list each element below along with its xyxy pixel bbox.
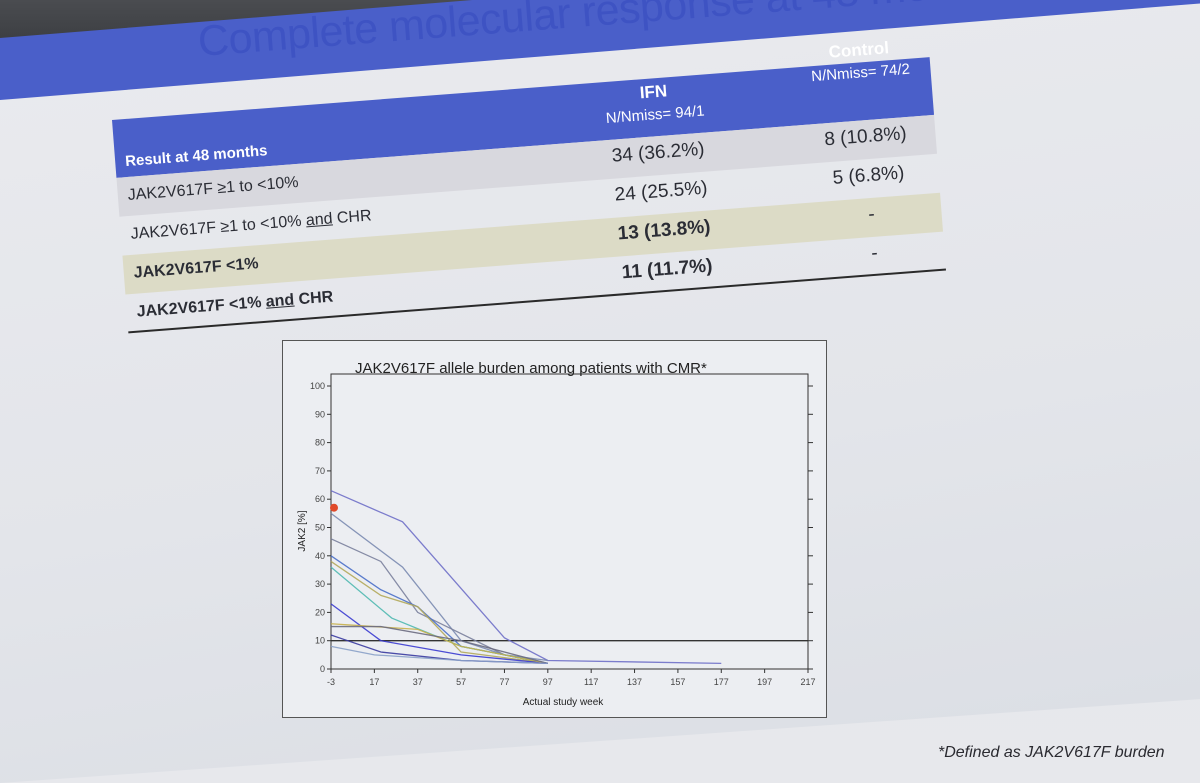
- y-tick-label: 10: [315, 636, 325, 646]
- x-tick-label: 57: [456, 677, 466, 687]
- row-ifn-value: 13 (13.8%): [616, 216, 712, 245]
- row-label: JAK2V617F <1%: [133, 255, 260, 282]
- x-tick-label: 157: [670, 677, 685, 687]
- y-tick-label: 70: [315, 466, 325, 476]
- x-tick-label: 37: [413, 677, 423, 687]
- row-control-value: -: [867, 203, 876, 226]
- x-tick-label: 217: [800, 677, 815, 687]
- row-control-value: 5 (6.8%): [831, 162, 906, 189]
- y-tick-label: 0: [320, 664, 325, 674]
- row-label: JAK2V617F ≥1 to <10%: [127, 173, 300, 204]
- x-tick-label: -3: [327, 677, 335, 687]
- x-tick-label: 137: [627, 677, 642, 687]
- row-ifn-value: 11 (11.7%): [621, 255, 714, 284]
- x-tick-label: 77: [499, 677, 509, 687]
- series-point: [330, 503, 338, 512]
- x-tick-label: 97: [543, 677, 553, 687]
- series-line: [330, 603, 548, 664]
- series-line: [330, 645, 548, 664]
- allele-burden-chart: JAK2V617F allele burden among patients w…: [297, 360, 816, 708]
- series-line: [330, 560, 548, 664]
- chart-panel: JAK2V617F allele burden among patients w…: [282, 340, 827, 718]
- y-tick-label: 30: [315, 579, 325, 589]
- series-line: [330, 555, 548, 664]
- row-control-value: -: [870, 242, 879, 265]
- y-tick-label: 100: [310, 381, 325, 391]
- y-tick-label: 90: [315, 409, 325, 419]
- series-line: [330, 538, 548, 664]
- x-tick-label: 17: [369, 677, 379, 687]
- chart-title: JAK2V617F allele burden among patients w…: [355, 360, 707, 377]
- y-tick-label: 50: [315, 523, 325, 533]
- y-tick-label: 60: [315, 494, 325, 504]
- x-axis-label: Actual study week: [523, 697, 605, 708]
- series-line: [330, 490, 722, 664]
- y-tick-label: 20: [315, 607, 325, 617]
- plot-frame: [330, 373, 809, 670]
- row-ifn-value: 34 (36.2%): [610, 138, 706, 167]
- series-line: [330, 566, 548, 664]
- y-axis-label: JAK2 [%]: [297, 510, 308, 551]
- series-line: [331, 625, 548, 664]
- x-tick-label: 177: [714, 677, 729, 687]
- x-tick-label: 197: [757, 677, 772, 687]
- row-ifn-value: 24 (25.5%): [613, 177, 709, 206]
- row-label: JAK2V617F <1% and CHR: [136, 288, 334, 321]
- x-tick-label: 117: [584, 677, 598, 687]
- y-tick-label: 80: [315, 438, 325, 448]
- footnote: *Defined as JAK2V617F burden: [938, 744, 1165, 761]
- row-control-value: 8 (10.8%): [823, 123, 908, 151]
- y-tick-label: 40: [315, 551, 325, 561]
